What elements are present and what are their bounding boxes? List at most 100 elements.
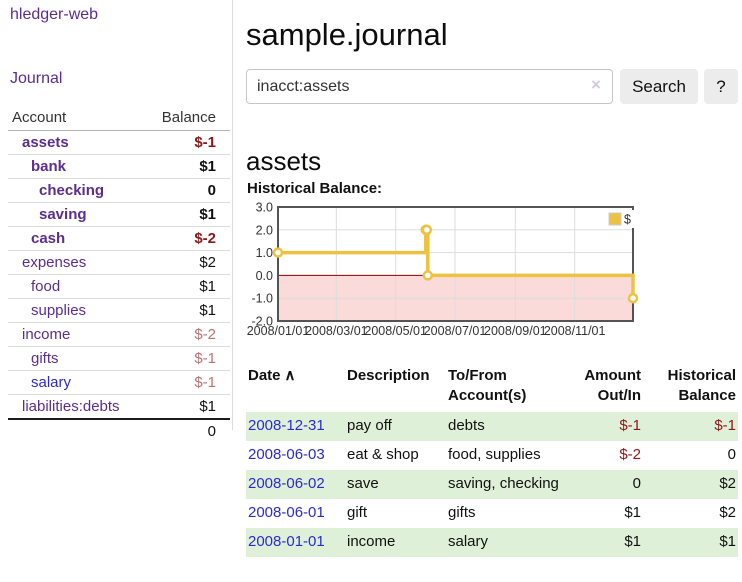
transaction-row: 2008-12-31 pay off debts $-1 $-1 <box>246 412 738 441</box>
account-row: salary $-1 <box>8 371 230 395</box>
account-link[interactable]: salary <box>31 374 72 391</box>
page-title: sample.journal <box>246 16 448 52</box>
transaction-amount-cell: 0 <box>632 475 641 492</box>
account-link[interactable]: gifts <box>31 350 59 367</box>
account-link[interactable]: cash <box>31 230 66 247</box>
account-link[interactable]: saving <box>39 206 87 223</box>
chart-canvas[interactable]: $3.0 2.0 1.0 0.0 -1.0 -2.02008/01/012008/03/0… <box>246 200 642 345</box>
x-axis-tick-label: 2008/05/01 <box>364 324 427 338</box>
account-balance: $1 <box>199 398 216 415</box>
accounts-header-line1: To/From <box>448 367 507 384</box>
legend-swatch <box>608 212 622 226</box>
transaction-row: 2008-01-01 income salary $1 $1 <box>246 528 738 557</box>
x-axis-tick-label: 2008/07/01 <box>424 324 487 338</box>
account-balance: $1 <box>199 158 216 175</box>
account-row: assets $-1 <box>8 131 230 155</box>
account-balance: $1 <box>199 206 216 223</box>
balance-header-line1: Historical <box>667 367 736 384</box>
transaction-date-link[interactable]: 2008-06-01 <box>248 504 325 521</box>
account-row: food $1 <box>8 275 230 299</box>
transaction-amount-cell: $-2 <box>619 446 641 463</box>
account-balance: $-1 <box>194 350 216 367</box>
account-row: cash $-2 <box>8 227 230 251</box>
account-heading: assets <box>246 145 322 176</box>
column-header-description: Description <box>347 367 430 384</box>
transaction-description-cell: income <box>347 533 396 550</box>
column-header-date[interactable]: Date ∧ <box>246 364 345 412</box>
account-link[interactable]: assets <box>22 134 69 151</box>
accounts-rows: assets $-1 bank $1 checking 0 saving $1 cash $-2 e… <box>8 131 230 418</box>
transaction-description-cell: gift <box>347 504 368 521</box>
x-axis-tick-label: 2008/09/01 <box>484 324 547 338</box>
transaction-row: 2008-06-01 gift gifts $1 $2 <box>246 499 738 528</box>
account-balance: $1 <box>199 302 216 319</box>
account-row: income $-2 <box>8 323 230 347</box>
account-balance: $-1 <box>194 374 216 391</box>
chart-frame <box>277 206 634 322</box>
transaction-amount-cell: $-1 <box>619 417 641 434</box>
account-link[interactable]: checking <box>39 182 105 199</box>
column-header-balance: Historical Balance <box>643 364 738 412</box>
account-row: expenses $2 <box>8 251 230 275</box>
transaction-date-cell: 2008-12-31 <box>246 412 345 441</box>
account-row: bank $1 <box>8 155 230 179</box>
account-link[interactable]: supplies <box>31 302 87 319</box>
account-row: checking 0 <box>8 179 230 203</box>
transaction-amount-cell: $1 <box>624 504 641 521</box>
data-point[interactable] <box>421 224 433 236</box>
transaction-date-link[interactable]: 2008-06-03 <box>248 446 325 463</box>
transaction-description-cell: eat & shop <box>347 446 419 463</box>
transaction-accounts-cell: debts <box>448 417 485 434</box>
y-axis-tick-label: 3.0 <box>256 201 273 215</box>
y-axis-tick-label: -1.0 <box>251 292 273 306</box>
transaction-balance-cell: $2 <box>719 475 736 492</box>
column-header-accounts: To/From Account(s) <box>446 364 561 412</box>
transaction-description-cell: pay off <box>347 417 392 434</box>
transaction-row: 2008-06-02 save saving, checking 0 $2 <box>246 470 738 499</box>
transaction-date-cell: 2008-01-01 <box>246 528 345 557</box>
search-button[interactable]: Search <box>620 69 698 104</box>
transaction-balance-cell: $1 <box>719 533 736 550</box>
clear-search-icon[interactable]: × <box>591 75 601 94</box>
balance-header-line2: Balance <box>678 387 736 404</box>
x-axis-tick-label: 2008/01/01 <box>247 324 310 338</box>
chart-title: Historical Balance: <box>247 180 383 197</box>
sort-ascending-icon: ∧ <box>284 367 296 384</box>
data-point[interactable] <box>422 270 434 281</box>
data-point[interactable] <box>272 247 284 258</box>
account-link[interactable]: liabilities:debts <box>22 398 120 415</box>
accounts-total: 0 <box>8 418 230 443</box>
account-row: gifts $-1 <box>8 347 230 371</box>
transaction-date-cell: 2008-06-01 <box>246 499 345 528</box>
help-button[interactable]: ? <box>704 69 738 104</box>
transaction-accounts-cell: saving, checking <box>448 475 559 492</box>
account-link[interactable]: expenses <box>22 254 87 271</box>
x-axis-tick-label: 2008/03/01 <box>305 324 368 338</box>
account-balance: $-1 <box>194 134 216 151</box>
account-balance: 0 <box>207 182 216 199</box>
y-axis-tick-label: 1.0 <box>256 246 273 260</box>
amount-header-line2: Out/In <box>597 387 641 404</box>
transaction-date-link[interactable]: 2008-06-02 <box>248 475 325 492</box>
account-link[interactable]: bank <box>31 158 67 175</box>
search-input[interactable] <box>246 69 613 104</box>
app-title-link[interactable]: hledger-web <box>10 6 99 23</box>
data-point[interactable] <box>627 292 639 304</box>
date-header-label: Date <box>248 367 281 384</box>
historical-balance-chart[interactable]: $3.0 2.0 1.0 0.0 -1.0 -2.0 2008/01/01 2008/03/0… <box>246 200 642 345</box>
account-row: supplies $1 <box>8 299 230 323</box>
sidebar-item-journal[interactable]: Journal <box>10 70 63 87</box>
balance-column-header: Balance <box>161 109 216 126</box>
sidebar: hledger-web Journal Account Balance asse… <box>0 0 233 440</box>
accounts-header-line2: Account(s) <box>448 387 527 404</box>
account-link[interactable]: food <box>31 278 61 295</box>
accounts-table-header: Account Balance <box>8 106 230 131</box>
account-link[interactable]: income <box>22 326 71 343</box>
transaction-date-link[interactable]: 2008-12-31 <box>248 417 325 434</box>
transaction-accounts-cell: gifts <box>448 504 476 521</box>
transaction-date-link[interactable]: 2008-01-01 <box>248 533 325 550</box>
account-balance: $1 <box>199 278 216 295</box>
transaction-balance-cell: 0 <box>727 446 736 463</box>
account-row: liabilities:debts $1 <box>8 395 230 418</box>
transaction-amount-cell: $1 <box>624 533 641 550</box>
